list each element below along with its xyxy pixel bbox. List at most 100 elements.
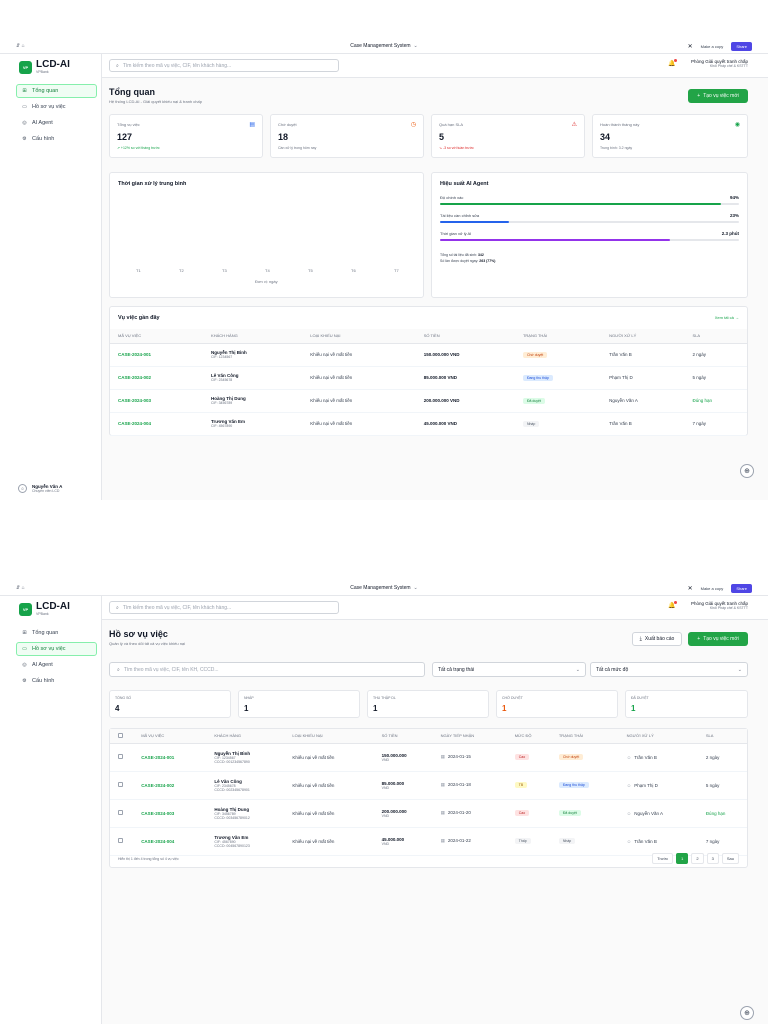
- page-3-button[interactable]: 3: [706, 853, 719, 864]
- make-copy-button[interactable]: Make a copy: [700, 586, 724, 591]
- complaint-type: Khiếu nại về mất tiền: [284, 799, 374, 828]
- received-date: 2024-01-15: [447, 754, 471, 759]
- share-button[interactable]: Share: [731, 42, 752, 51]
- window-title[interactable]: Case Management System ⌄: [350, 585, 418, 591]
- search-input[interactable]: ⌕ Tìm kiếm theo mã vụ việc, CIF, tên khác…: [109, 601, 339, 614]
- case-code-link[interactable]: CASE-2024-003: [118, 398, 152, 403]
- table-row[interactable]: CASE-2024-003 Hoàng Thị Dung CIF: 3456789 C…: [110, 799, 747, 828]
- tools-icon[interactable]: ✕: [687, 44, 693, 50]
- view-all-link[interactable]: Xem tất cả →: [714, 315, 739, 320]
- column-header: NGƯỜI XỬ LÝ: [618, 729, 698, 744]
- level-select[interactable]: Tất cả mức độ ⌄: [590, 662, 748, 677]
- bell-icon[interactable]: 🔔: [668, 601, 678, 609]
- department-info: Phòng Giải quyết tranh chấp Khối Pháp ch…: [690, 601, 748, 610]
- case-filter-input[interactable]: ⌕ Tìm theo mã vụ việc, CIF, tên KH, CCCD.…: [109, 662, 425, 677]
- level-badge: Cao: [514, 754, 530, 760]
- user-profile[interactable]: ☺ Nguyễn Văn A Chuyên viên LCD: [18, 484, 62, 493]
- amount: 150.000.000: [381, 752, 407, 758]
- case-code-link[interactable]: CASE-2024-002: [141, 782, 175, 788]
- download-icon: ⤓: [639, 636, 642, 642]
- grid-icon: ⊞: [22, 88, 27, 94]
- customer-cif: CIF: 4567890: [214, 839, 236, 844]
- customer-name: Trương Văn Em: [214, 834, 249, 840]
- tools-icon[interactable]: ✕: [687, 586, 693, 592]
- robot-icon: ◎: [22, 120, 27, 126]
- sidebar-item-settings[interactable]: ⚙ Cấu hình: [22, 678, 55, 684]
- dashboard-screen: ⇵ ⌂ Case Management System ⌄ ✕ Make a cop…: [0, 40, 768, 500]
- header: ⌕ Tìm kiếm theo mã vụ việc, CIF, tên khác…: [102, 54, 768, 78]
- ai-performance-card: Hiệu suất AI Agent Độ chính xác 94% Tài …: [431, 172, 748, 298]
- sla: 2 ngày: [684, 343, 747, 367]
- checkbox[interactable]: [118, 782, 123, 787]
- checkbox[interactable]: [118, 838, 123, 843]
- new-case-button[interactable]: + Tạo vụ việc mới: [688, 89, 748, 103]
- table-row[interactable]: CASE-2024-004 Trương Văn Em CIF: 4567890 Kh…: [110, 412, 747, 436]
- checkbox[interactable]: [118, 732, 123, 738]
- case-code-link[interactable]: CASE-2024-002: [118, 375, 152, 380]
- table-row[interactable]: CASE-2024-002 Lê Văn Công CIF: 2345678 Khiế…: [110, 366, 747, 390]
- sidebar-item-cases[interactable]: ▭ Hồ sơ vụ việc: [16, 642, 97, 656]
- document-icon: ▤: [249, 122, 255, 128]
- make-copy-button[interactable]: Make a copy: [700, 44, 724, 49]
- sidebar-item-ai-agent[interactable]: ◎ AI Agent: [22, 120, 53, 126]
- table-row[interactable]: CASE-2024-001 Nguyễn Thị Bình CIF: 1234567…: [110, 743, 747, 772]
- window-title[interactable]: Case Management System ⌄: [350, 43, 418, 49]
- sidebar-item-ai-agent[interactable]: ◎ AI Agent: [22, 662, 53, 668]
- case-code-link[interactable]: CASE-2024-001: [118, 352, 152, 357]
- export-report-button[interactable]: ⤓ Xuất báo cáo: [632, 632, 682, 646]
- table-row[interactable]: CASE-2024-003 Hoàng Thị Dung CIF: 3456789 K…: [110, 389, 747, 413]
- topbar-left-icons[interactable]: ⇵ ⌂: [16, 43, 25, 49]
- gear-icon: ⚙: [22, 678, 27, 684]
- column-header: SLA: [684, 329, 747, 344]
- column-header: MÃ VỤ VIỆC: [110, 329, 204, 344]
- ai-footer-generated: Tổng số tài liệu đã sinh: 342: [440, 253, 484, 257]
- case-code-link[interactable]: CASE-2024-004: [141, 838, 175, 844]
- sidebar-item-overview[interactable]: ⊞ Tổng quan: [16, 84, 97, 98]
- complaint-type: Khiếu nại về mất tiền: [302, 343, 416, 367]
- status-badge: Nháp: [558, 838, 576, 844]
- chevron-down-icon: ⌄: [413, 585, 418, 591]
- checkbox[interactable]: [118, 810, 123, 815]
- column-header: SLA: [697, 729, 747, 744]
- search-input[interactable]: ⌕ Tìm kiếm theo mã vụ việc, CIF, tên khác…: [109, 59, 339, 72]
- ai-footer-approved: Số lần được duyệt ngay: 263 (77%): [440, 259, 496, 263]
- prev-page-button[interactable]: Trước: [652, 853, 674, 864]
- checkbox[interactable]: [118, 754, 123, 759]
- select-all-header[interactable]: [110, 729, 134, 744]
- case-code-link[interactable]: CASE-2024-004: [118, 421, 152, 426]
- page-2-button[interactable]: 2: [691, 853, 704, 864]
- table-row[interactable]: CASE-2024-004 Trương Văn Em CIF: 4567890 CC…: [110, 827, 747, 856]
- x-axis-label: Đơn vị: ngày: [255, 279, 278, 284]
- table-row[interactable]: CASE-2024-002 Lê Văn Công CIF: 2345678 CCCD…: [110, 771, 747, 800]
- progress-fill: [440, 239, 671, 241]
- next-page-button[interactable]: Sau: [721, 853, 739, 864]
- complaint-type: Khiếu nại về mất tiền: [302, 389, 416, 413]
- sla: 5 ngày: [684, 366, 747, 390]
- share-button[interactable]: Share: [731, 584, 752, 593]
- table-row[interactable]: CASE-2024-001 Nguyễn Thị Bình CIF: 1234567…: [110, 343, 747, 367]
- case-code-link[interactable]: CASE-2024-001: [141, 754, 175, 760]
- sidebar-item-cases[interactable]: ▭ Hồ sơ vụ việc: [22, 104, 66, 110]
- new-case-button[interactable]: + Tạo vụ việc mới: [688, 632, 748, 646]
- zoom-icon[interactable]: ⊕: [740, 464, 754, 478]
- bell-icon[interactable]: 🔔: [668, 59, 678, 67]
- zoom-icon[interactable]: ⊕: [740, 1006, 754, 1020]
- x-tick-label: T2: [179, 268, 184, 273]
- ai-metric-accuracy: Độ chính xác 94%: [440, 195, 739, 209]
- clock-icon: ◷: [410, 122, 416, 128]
- grid-icon: ⊞: [22, 630, 27, 636]
- received-date: 2024-01-22: [447, 838, 471, 843]
- status-select[interactable]: Tất cả trạng thái ⌄: [432, 662, 586, 677]
- plus-icon: +: [697, 636, 701, 642]
- recent-cases-card: Vụ việc gần đây Xem tất cả → MÃ VỤ VIỆC K…: [109, 306, 748, 436]
- pagination-info: Hiển thị 1 đến 4 trong tổng số 4 vụ việc: [118, 857, 179, 861]
- user-icon: ☺: [626, 810, 632, 816]
- topbar-left-icons[interactable]: ⇵ ⌂: [16, 585, 25, 591]
- page-1-button[interactable]: 1: [676, 853, 689, 864]
- sidebar-item-settings[interactable]: ⚙ Cấu hình: [22, 136, 55, 142]
- sla: 5 ngày: [697, 771, 747, 800]
- sidebar-item-overview[interactable]: ⊞ Tổng quan: [22, 630, 59, 636]
- amount: 85.000.000: [381, 780, 405, 786]
- handler: Trần Văn B: [601, 412, 685, 436]
- case-code-link[interactable]: CASE-2024-003: [141, 810, 175, 816]
